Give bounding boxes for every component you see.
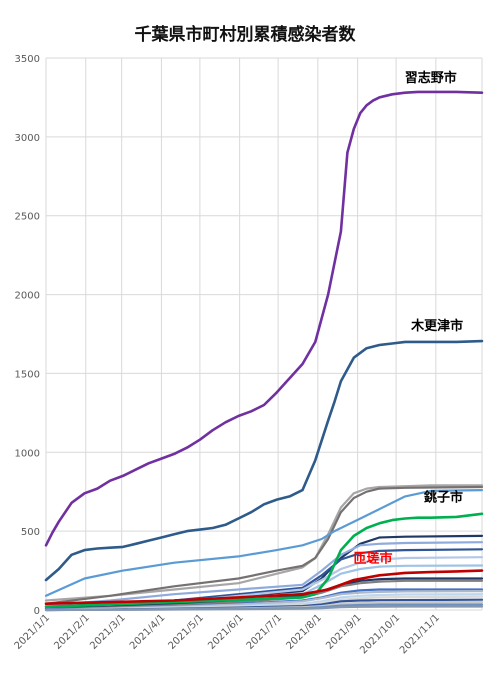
grid xyxy=(45,57,483,611)
x-tick-label: 2021/1/1 xyxy=(13,612,53,652)
x-tick-label: 2021/9/1 xyxy=(324,612,364,652)
series-line xyxy=(44,489,484,597)
y-tick-label: 2000 xyxy=(15,291,40,302)
series-line-匝瑳市 xyxy=(44,569,484,606)
x-tick-label: 2021/7/1 xyxy=(245,612,285,652)
series-annotation: 習志野市 xyxy=(405,70,457,86)
x-tick-label: 2021/5/1 xyxy=(166,612,206,652)
series-line xyxy=(44,605,484,612)
series-annotation: 匝瑳市 xyxy=(353,550,392,566)
x-tick-label: 2021/8/1 xyxy=(284,612,324,652)
series-line-木更津市 xyxy=(44,339,484,582)
series-line-習志野市 xyxy=(44,90,484,547)
y-tick-label: 2500 xyxy=(15,212,40,223)
chart-title: 千葉県市町村別累積感染者数 xyxy=(135,24,357,45)
y-tick-label: 1500 xyxy=(15,369,40,380)
y-tick-label: 3000 xyxy=(15,133,40,144)
series-annotation: 銚子市 xyxy=(424,489,463,505)
series-line xyxy=(44,541,484,607)
x-tick-label: 2021/11/1 xyxy=(398,612,442,656)
x-tick-label: 2021/6/1 xyxy=(206,612,246,652)
series-line xyxy=(44,579,484,611)
y-tick-label: 0 xyxy=(34,606,40,617)
x-tick-label: 2021/4/1 xyxy=(128,612,168,652)
x-tick-label: 2021/10/1 xyxy=(358,612,402,656)
x-tick-label: 2021/3/1 xyxy=(88,612,128,652)
series-line-銚子市 xyxy=(44,512,484,609)
y-tick-label: 500 xyxy=(21,527,40,538)
series-line xyxy=(44,485,484,605)
x-tick-label: 2021/2/1 xyxy=(52,612,92,652)
series-annotation: 木更津市 xyxy=(410,318,463,334)
y-tick-label: 3500 xyxy=(15,54,40,65)
y-tick-label: 1000 xyxy=(15,448,40,459)
series-layer xyxy=(44,90,484,612)
